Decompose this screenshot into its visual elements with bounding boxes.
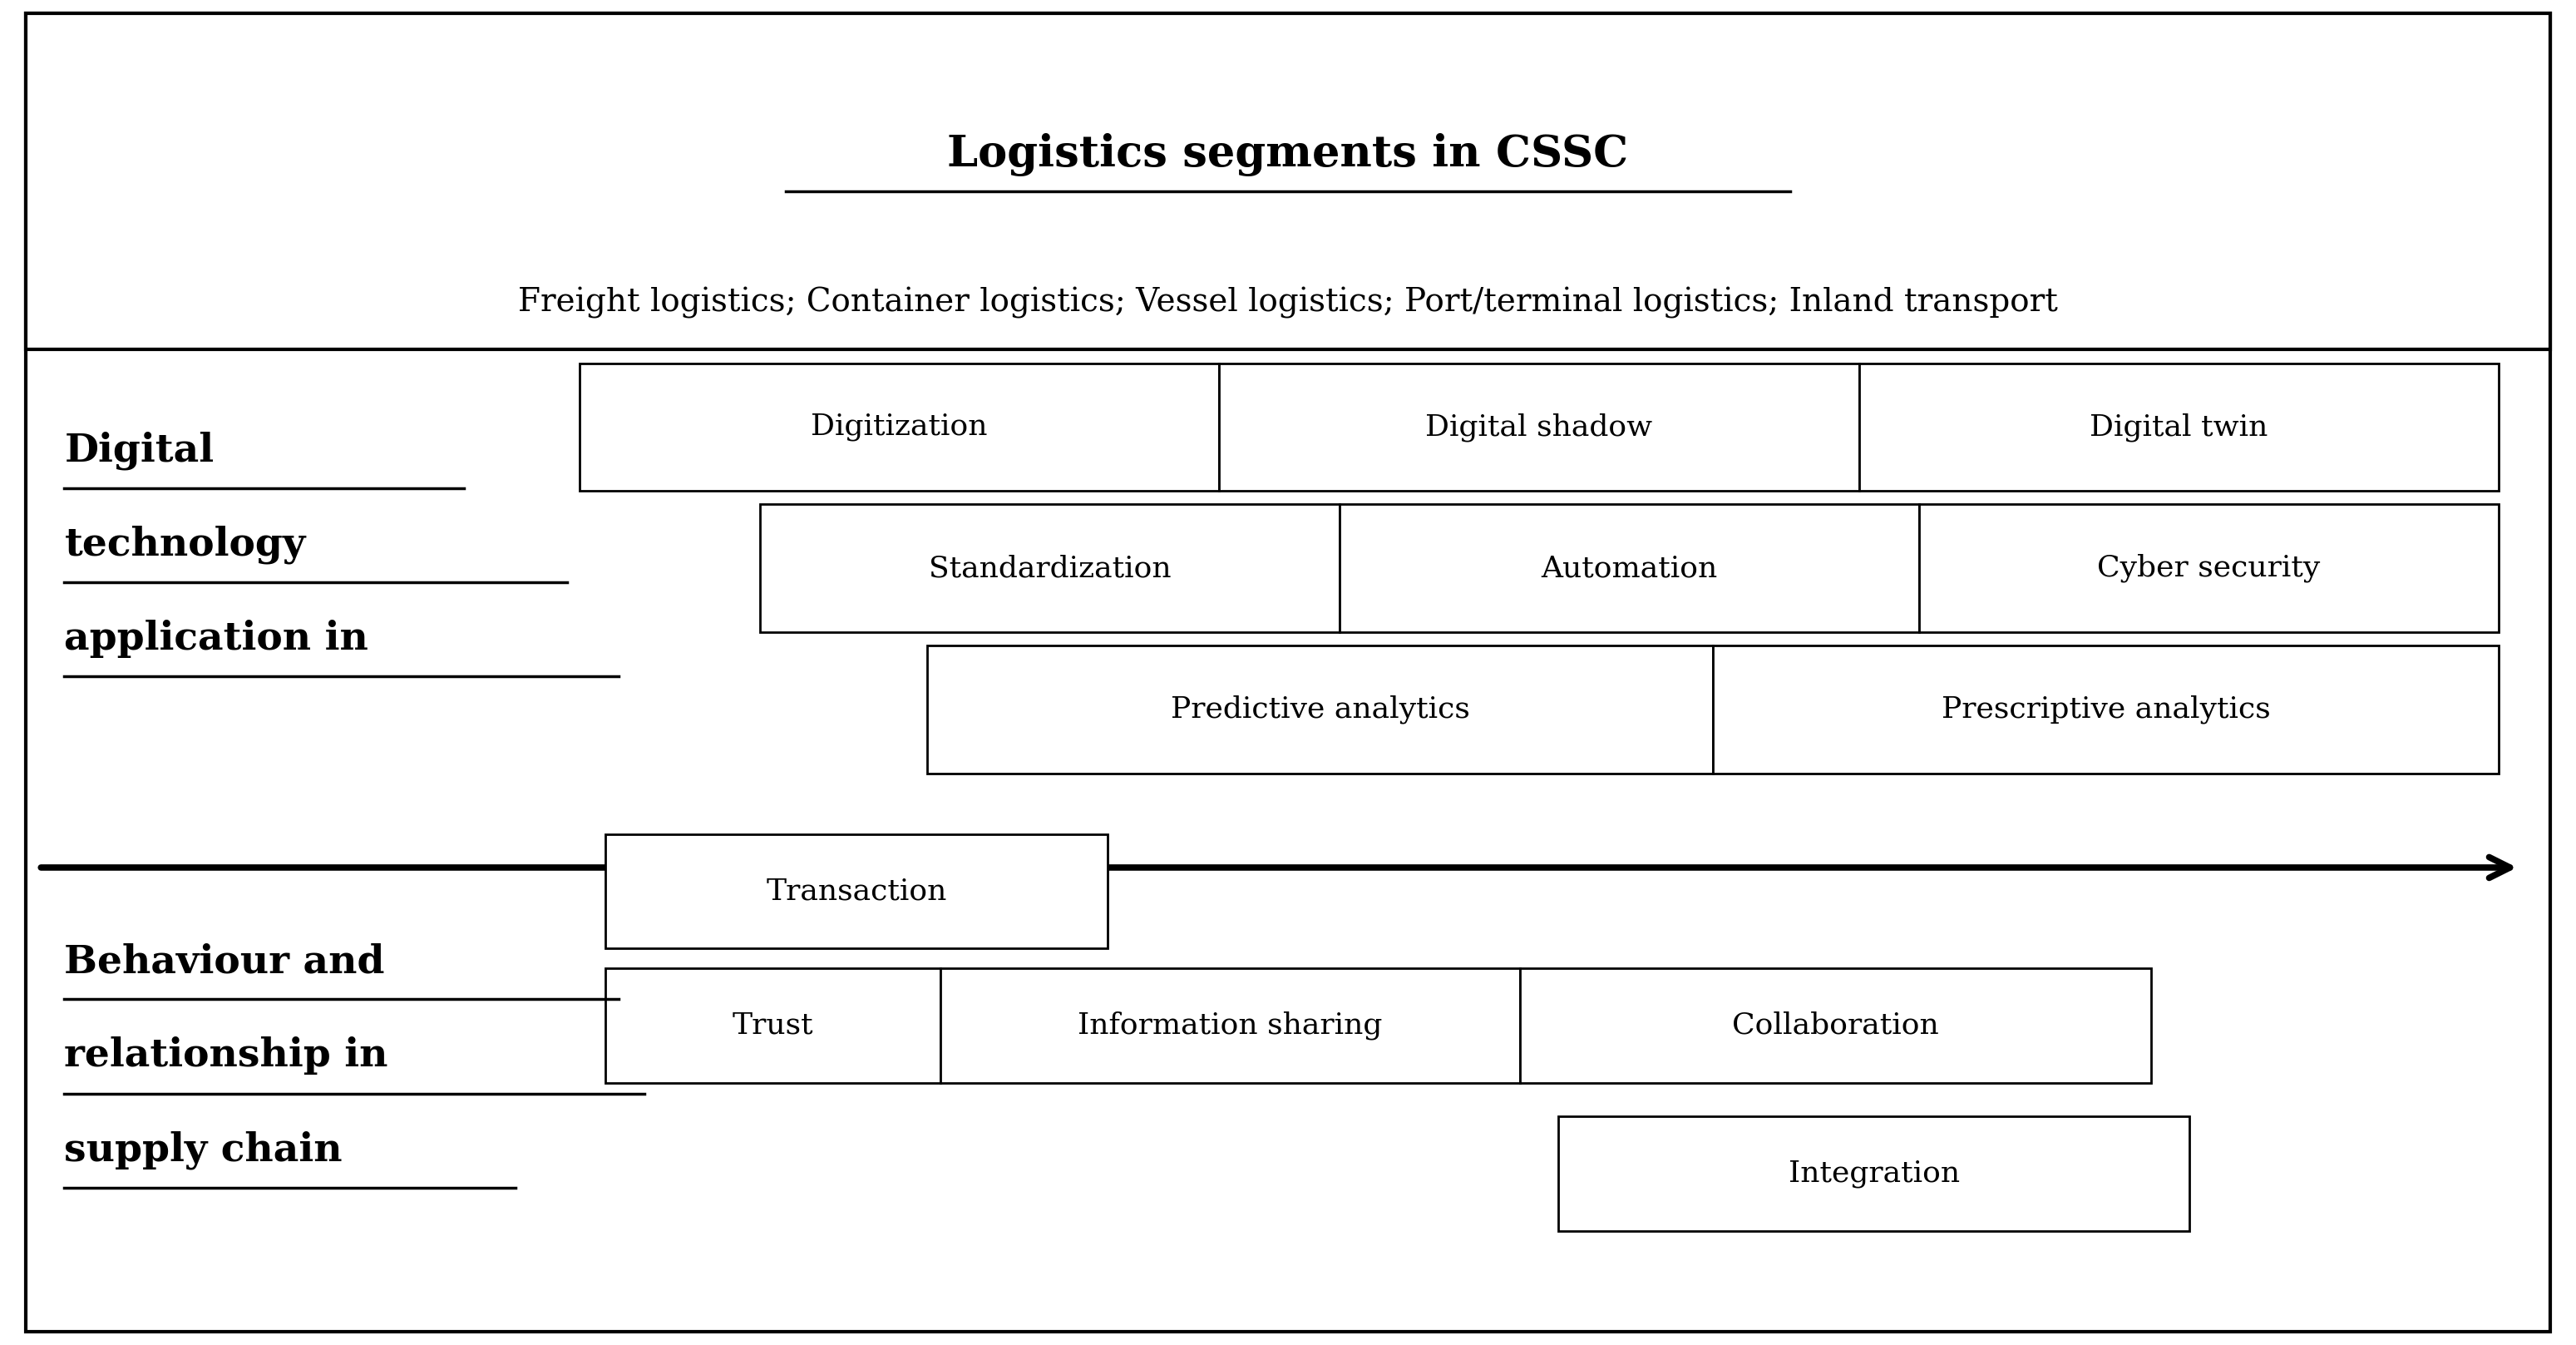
FancyBboxPatch shape bbox=[580, 363, 1218, 491]
Text: Collaboration: Collaboration bbox=[1731, 1011, 1940, 1040]
Text: Digital shadow: Digital shadow bbox=[1425, 413, 1654, 441]
Text: Trust: Trust bbox=[732, 1011, 814, 1040]
FancyBboxPatch shape bbox=[1713, 646, 2499, 773]
FancyBboxPatch shape bbox=[1860, 363, 2499, 491]
Text: Cyber security: Cyber security bbox=[2097, 554, 2321, 582]
Text: Digital: Digital bbox=[64, 432, 214, 469]
FancyBboxPatch shape bbox=[1218, 363, 1860, 491]
Text: Predictive analytics: Predictive analytics bbox=[1170, 695, 1471, 724]
FancyBboxPatch shape bbox=[940, 968, 1520, 1083]
Text: Transaction: Transaction bbox=[765, 877, 948, 905]
FancyBboxPatch shape bbox=[1919, 504, 2499, 632]
FancyBboxPatch shape bbox=[927, 646, 1713, 773]
Text: Digital twin: Digital twin bbox=[2089, 413, 2267, 441]
Text: Prescriptive analytics: Prescriptive analytics bbox=[1942, 695, 2269, 724]
Text: Standardization: Standardization bbox=[927, 554, 1172, 582]
FancyBboxPatch shape bbox=[1520, 968, 2151, 1083]
FancyBboxPatch shape bbox=[26, 13, 2550, 350]
FancyBboxPatch shape bbox=[605, 834, 1108, 948]
Text: Behaviour and: Behaviour and bbox=[64, 943, 384, 981]
Text: Information sharing: Information sharing bbox=[1077, 1011, 1383, 1040]
Text: application in: application in bbox=[64, 620, 368, 658]
FancyBboxPatch shape bbox=[1340, 504, 1919, 632]
Text: Logistics segments in CSSC: Logistics segments in CSSC bbox=[948, 133, 1628, 176]
Text: relationship in: relationship in bbox=[64, 1037, 389, 1075]
Text: Integration: Integration bbox=[1788, 1159, 1960, 1188]
FancyBboxPatch shape bbox=[760, 504, 1340, 632]
Text: Freight logistics; Container logistics; Vessel logistics; Port/terminal logistic: Freight logistics; Container logistics; … bbox=[518, 286, 2058, 319]
FancyBboxPatch shape bbox=[605, 968, 940, 1083]
Text: technology: technology bbox=[64, 526, 307, 564]
FancyBboxPatch shape bbox=[26, 13, 2550, 1332]
Text: Digitization: Digitization bbox=[811, 413, 987, 441]
Text: Automation: Automation bbox=[1540, 554, 1718, 582]
FancyBboxPatch shape bbox=[1558, 1116, 2190, 1231]
Text: supply chain: supply chain bbox=[64, 1131, 343, 1169]
